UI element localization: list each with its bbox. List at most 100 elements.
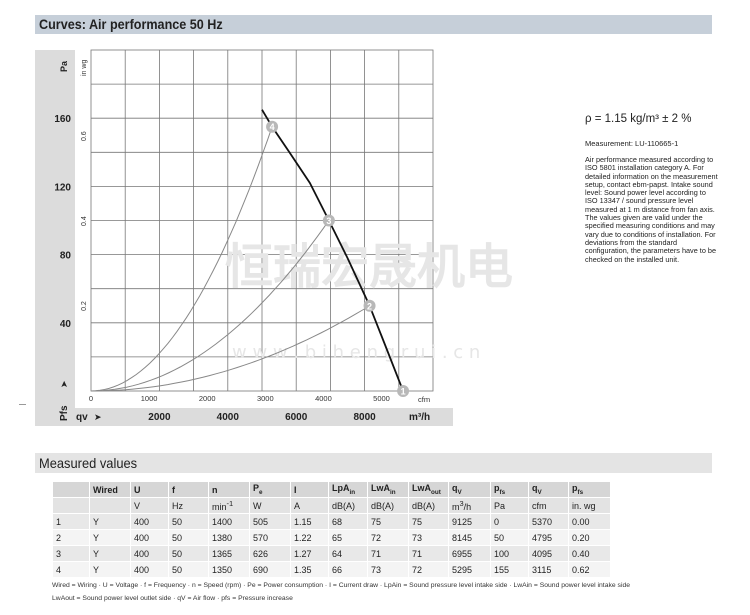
table-cell: 1380 bbox=[209, 530, 249, 545]
x2-axis-label: cfm bbox=[418, 395, 430, 404]
table-cell: 4095 bbox=[529, 546, 568, 561]
table-cell: Y bbox=[90, 562, 130, 577]
table-cell: 690 bbox=[250, 562, 290, 577]
table-cell: 4 bbox=[53, 562, 89, 577]
table-cell: 50 bbox=[169, 546, 208, 561]
operating-point-label: 2 bbox=[367, 301, 372, 311]
table-cell: Pa bbox=[491, 498, 528, 513]
x-tick-label: 6000 bbox=[285, 412, 308, 423]
table-cell: 1.22 bbox=[291, 530, 328, 545]
table-cell: 400 bbox=[131, 514, 168, 529]
table-cell: 3 bbox=[53, 546, 89, 561]
table-row: 1 Y 400 50 1400 505 1.15 68 75 75 9125 0 5370 0.00 bbox=[53, 514, 610, 529]
table-cell: Hz bbox=[169, 498, 208, 513]
table-cell: A bbox=[291, 498, 328, 513]
table-cell: dB(A) bbox=[329, 498, 367, 513]
table-cell: 9125 bbox=[449, 514, 490, 529]
x2-tick-label: 4000 bbox=[315, 394, 332, 403]
table-cell: 400 bbox=[131, 530, 168, 545]
table-cell: dB(A) bbox=[368, 498, 408, 513]
system-curve bbox=[90, 220, 330, 392]
table-cell: 72 bbox=[368, 530, 408, 545]
table-cell: LpAin bbox=[329, 482, 367, 497]
table-cell: n bbox=[209, 482, 249, 497]
watermark-logo: 恒瑞宏晟机电 bbox=[225, 239, 513, 295]
table-cell: I bbox=[291, 482, 328, 497]
table-cell: 1 bbox=[53, 514, 89, 529]
table-cell: 50 bbox=[169, 562, 208, 577]
table-cell: 1365 bbox=[209, 546, 249, 561]
divider bbox=[19, 404, 26, 405]
y2-tick-label: 0.6 bbox=[81, 131, 88, 141]
table-cell: 1350 bbox=[209, 562, 249, 577]
y2-tick-label: 0.4 bbox=[81, 216, 88, 226]
table-cell: 1400 bbox=[209, 514, 249, 529]
table-cell: 570 bbox=[250, 530, 290, 545]
legend-line-1: Wired = Wiring · U = Voltage · f = Frequ… bbox=[52, 582, 631, 589]
table-cell: 3115 bbox=[529, 562, 568, 577]
legend-line-2: LwAout = Sound power level outlet side ·… bbox=[52, 595, 293, 602]
table-cell: 400 bbox=[131, 562, 168, 577]
table-cell: LwAout bbox=[409, 482, 448, 497]
table-cell: dB(A) bbox=[409, 498, 448, 513]
table-cell: 72 bbox=[409, 562, 448, 577]
measured-values-title: Measured values bbox=[39, 455, 138, 471]
measurement-description: Air performance measured according to IS… bbox=[585, 155, 718, 264]
table-cell: 5370 bbox=[529, 514, 568, 529]
table-cell: Wired bbox=[90, 482, 130, 497]
watermark-url: w w w . b i h e n g r u i . c n bbox=[232, 342, 480, 363]
table-cell: 64 bbox=[329, 546, 367, 561]
operating-point-label: 3 bbox=[326, 216, 331, 226]
table-cell: 75 bbox=[368, 514, 408, 529]
y-tick-label: 160 bbox=[54, 114, 71, 125]
table-cell: V bbox=[131, 498, 168, 513]
table-cell: 4795 bbox=[529, 530, 568, 545]
table-cell bbox=[53, 498, 89, 513]
arrow-right-icon: ➤ bbox=[94, 412, 102, 422]
table-cell: min-1 bbox=[209, 498, 249, 513]
table-row: 3 Y 400 50 1365 626 1.27 64 71 71 6955 100 4095 0.40 bbox=[53, 546, 610, 561]
x-tick-label: 8000 bbox=[353, 412, 376, 423]
table-cell: 0.62 bbox=[569, 562, 610, 577]
table-row: 2 Y 400 50 1380 570 1.22 65 72 73 8145 50 4795 0.20 bbox=[53, 530, 610, 545]
table-cell: 75 bbox=[409, 514, 448, 529]
table-cell: 50 bbox=[169, 514, 208, 529]
table-cell: 50 bbox=[491, 530, 528, 545]
table-cell: 400 bbox=[131, 546, 168, 561]
y-axis-label: Pa bbox=[59, 60, 69, 72]
y-tick-label: 80 bbox=[60, 251, 72, 262]
air-density: ρ = 1.15 kg/m³ ± 2 % bbox=[585, 113, 692, 125]
system-curve bbox=[90, 126, 273, 392]
table-cell: 8145 bbox=[449, 530, 490, 545]
table-cell: 0 bbox=[491, 514, 528, 529]
operating-point-label: 4 bbox=[270, 122, 275, 132]
x-tick-label: 2000 bbox=[148, 412, 171, 423]
table-cell bbox=[90, 498, 130, 513]
y-tick-label: 40 bbox=[60, 319, 72, 330]
table-cell: 68 bbox=[329, 514, 367, 529]
table-cell: pfs bbox=[569, 482, 610, 497]
table-legend: Wired = Wiring · U = Voltage · f = Frequ… bbox=[52, 579, 630, 605]
operating-point-marker bbox=[397, 385, 410, 397]
table-cell: 73 bbox=[368, 562, 408, 577]
table-cell: Pe bbox=[250, 482, 290, 497]
x2-tick-label: 1000 bbox=[141, 394, 158, 403]
y-tick-label: 120 bbox=[54, 182, 71, 193]
table-cell: qV bbox=[449, 482, 490, 497]
system-curve bbox=[90, 305, 370, 392]
table-cell: f bbox=[169, 482, 208, 497]
table-cell: 1.35 bbox=[291, 562, 328, 577]
section-title-bar: Curves: Air performance 50 Hz bbox=[35, 15, 712, 34]
x2-tick-label: 0 bbox=[89, 394, 93, 403]
table-cell: 66 bbox=[329, 562, 367, 577]
table-cell: cfm bbox=[529, 498, 568, 513]
table-cell: 1.27 bbox=[291, 546, 328, 561]
table-cell: 5295 bbox=[449, 562, 490, 577]
x-axis-label: m³/h bbox=[409, 412, 430, 423]
operating-point-marker bbox=[363, 299, 376, 312]
y2-tick-label: 0.2 bbox=[81, 301, 88, 311]
x2-tick-label: 5000 bbox=[373, 394, 390, 403]
table-cell: 626 bbox=[250, 546, 290, 561]
